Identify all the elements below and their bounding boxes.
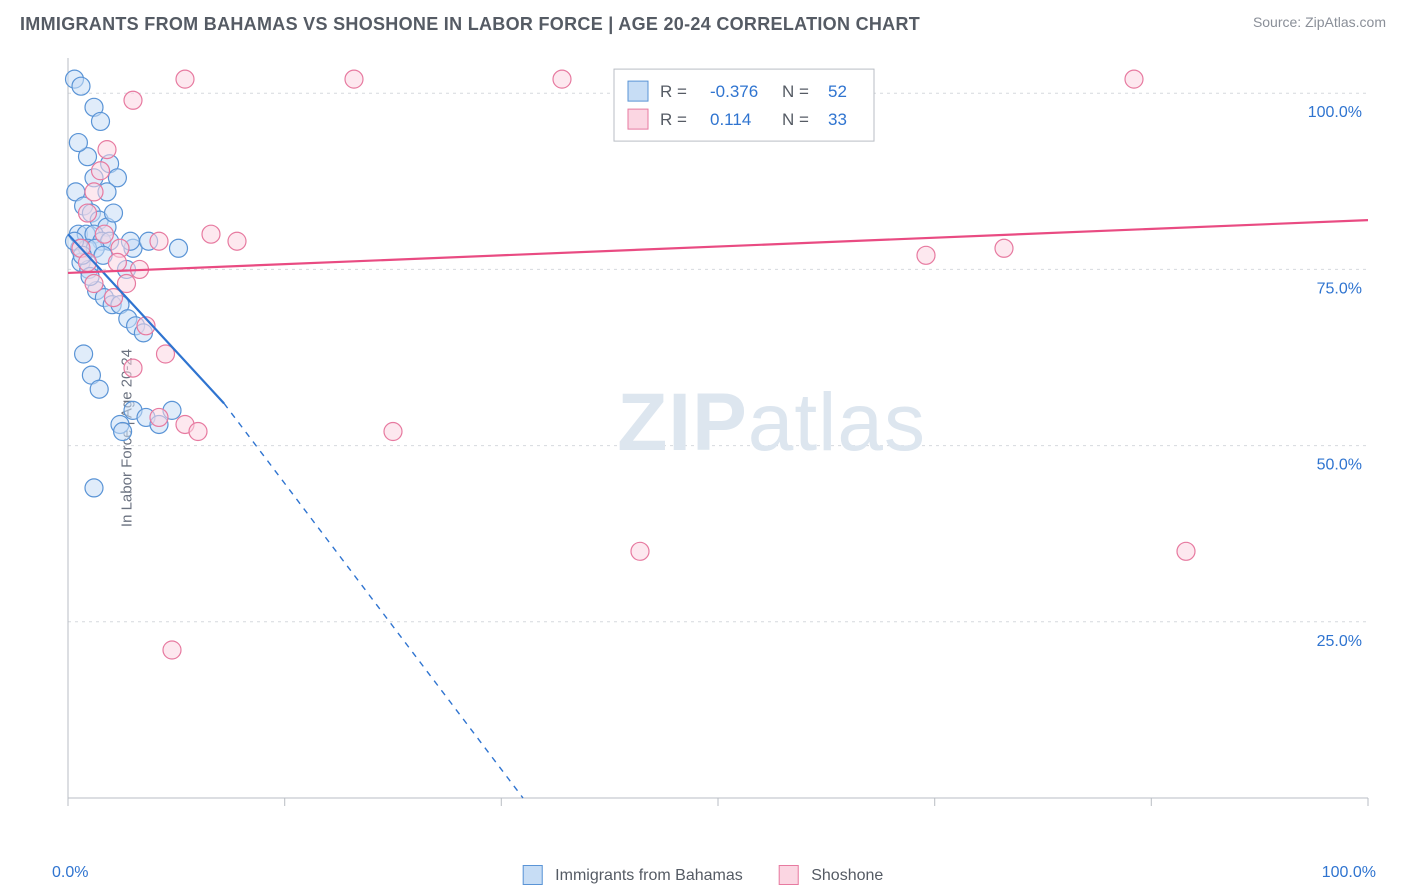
svg-text:R =: R = bbox=[660, 82, 687, 101]
legend-swatch-pink bbox=[779, 865, 799, 885]
legend-label-shoshone: Shoshone bbox=[811, 867, 883, 884]
svg-text:100.0%: 100.0% bbox=[1308, 104, 1362, 121]
x-axis-min-label: 0.0% bbox=[52, 864, 88, 882]
legend-item-shoshone: Shoshone bbox=[779, 866, 884, 886]
svg-text:75.0%: 75.0% bbox=[1317, 280, 1362, 297]
svg-text:33: 33 bbox=[828, 110, 847, 129]
chart-area: In Labor Force | Age 20-24 25.0%50.0%75.… bbox=[48, 58, 1388, 818]
svg-text:N =: N = bbox=[782, 110, 809, 129]
svg-text:-0.376: -0.376 bbox=[710, 82, 758, 101]
scatter-plot: 25.0% 50.0% 75.0% 100.0% R = -0.376 N = 52 R = 0.… bbox=[48, 58, 1388, 818]
svg-text:R =: R = bbox=[660, 110, 687, 129]
bottom-legend: Immigrants from Bahamas Shoshone bbox=[523, 866, 884, 886]
svg-text:25.0%: 25.0% bbox=[1317, 633, 1362, 650]
source-label: Source: ZipAtlas.com bbox=[1253, 14, 1386, 30]
svg-text:0.114: 0.114 bbox=[710, 110, 751, 129]
legend-swatch-blue bbox=[523, 865, 543, 885]
header-bar: IMMIGRANTS FROM BAHAMAS VS SHOSHONE IN L… bbox=[0, 0, 1406, 41]
legend-label-bahamas: Immigrants from Bahamas bbox=[555, 867, 743, 884]
svg-text:N =: N = bbox=[782, 82, 809, 101]
legend-item-bahamas: Immigrants from Bahamas bbox=[523, 866, 743, 886]
x-axis-max-label: 100.0% bbox=[1322, 864, 1376, 882]
svg-text:50.0%: 50.0% bbox=[1317, 457, 1362, 474]
svg-text:52: 52 bbox=[828, 82, 847, 101]
chart-title: IMMIGRANTS FROM BAHAMAS VS SHOSHONE IN L… bbox=[20, 14, 920, 35]
